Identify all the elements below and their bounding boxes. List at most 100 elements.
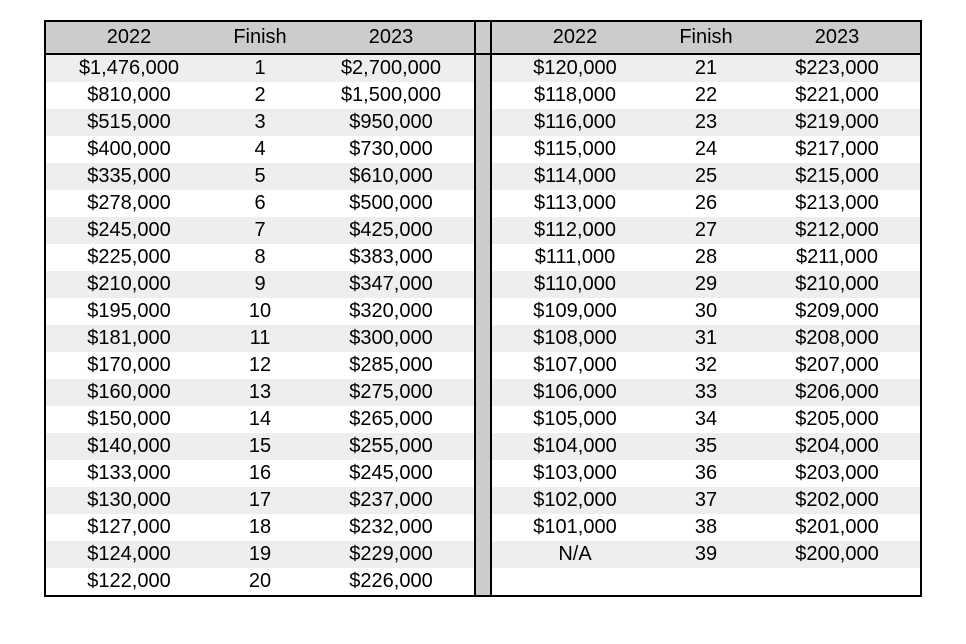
- table-header-row: 2022 Finish 2023 2022 Finish 2023: [46, 22, 920, 54]
- cell-right-2023: $223,000: [754, 54, 920, 82]
- cell-left-2022: $515,000: [46, 109, 212, 136]
- table-row: $810,0002$1,500,000$118,00022$221,000: [46, 82, 920, 109]
- cell-right-finish: 32: [658, 352, 754, 379]
- cell-right-finish: [658, 568, 754, 595]
- cell-left-2022: $335,000: [46, 163, 212, 190]
- cell-right-finish: 35: [658, 433, 754, 460]
- cell-right-2022: $112,000: [491, 217, 658, 244]
- cell-right-finish: 39: [658, 541, 754, 568]
- table-row: $278,0006$500,000$113,00026$213,000: [46, 190, 920, 217]
- table-row: $170,00012$285,000$107,00032$207,000: [46, 352, 920, 379]
- cell-right-2022: $101,000: [491, 514, 658, 541]
- cell-left-2023: $255,000: [308, 433, 475, 460]
- cell-right-2022: $116,000: [491, 109, 658, 136]
- cell-left-finish: 1: [212, 54, 308, 82]
- cell-right-2023: $209,000: [754, 298, 920, 325]
- cell-left-finish: 12: [212, 352, 308, 379]
- cell-left-2022: $140,000: [46, 433, 212, 460]
- cell-right-2023: $211,000: [754, 244, 920, 271]
- cell-left-2023: $383,000: [308, 244, 475, 271]
- cell-right-2022: $110,000: [491, 271, 658, 298]
- cell-left-2022: $127,000: [46, 514, 212, 541]
- cell-left-finish: 11: [212, 325, 308, 352]
- table-row: $335,0005$610,000$114,00025$215,000: [46, 163, 920, 190]
- cell-left-2022: $1,476,000: [46, 54, 212, 82]
- cell-right-2022: $102,000: [491, 487, 658, 514]
- cell-left-finish: 6: [212, 190, 308, 217]
- cell-left-finish: 3: [212, 109, 308, 136]
- table-row: $160,00013$275,000$106,00033$206,000: [46, 379, 920, 406]
- cell-right-2022: $108,000: [491, 325, 658, 352]
- table-row: $195,00010$320,000$109,00030$209,000: [46, 298, 920, 325]
- cell-separator: [475, 568, 491, 595]
- cell-left-2022: $195,000: [46, 298, 212, 325]
- cell-right-2022: $107,000: [491, 352, 658, 379]
- cell-left-2023: $245,000: [308, 460, 475, 487]
- table-row: $400,0004$730,000$115,00024$217,000: [46, 136, 920, 163]
- cell-separator: [475, 487, 491, 514]
- cell-left-2023: $2,700,000: [308, 54, 475, 82]
- cell-left-finish: 14: [212, 406, 308, 433]
- cell-right-2022: N/A: [491, 541, 658, 568]
- cell-left-2023: $229,000: [308, 541, 475, 568]
- cell-left-2022: $122,000: [46, 568, 212, 595]
- table-row: $1,476,0001$2,700,000$120,00021$223,000: [46, 54, 920, 82]
- cell-separator: [475, 325, 491, 352]
- table-row: $150,00014$265,000$105,00034$205,000: [46, 406, 920, 433]
- cell-left-2022: $181,000: [46, 325, 212, 352]
- table-row: $124,00019$229,000 N/A39$200,000: [46, 541, 920, 568]
- cell-left-2022: $160,000: [46, 379, 212, 406]
- table-row: $515,0003$950,000$116,00023$219,000: [46, 109, 920, 136]
- cell-left-2022: $400,000: [46, 136, 212, 163]
- cell-right-2023: $207,000: [754, 352, 920, 379]
- cell-right-2023: $206,000: [754, 379, 920, 406]
- cell-left-2023: $610,000: [308, 163, 475, 190]
- cell-left-2023: $265,000: [308, 406, 475, 433]
- header-right-2023: 2023: [754, 22, 920, 54]
- cell-right-2023: $200,000: [754, 541, 920, 568]
- cell-right-2023: $221,000: [754, 82, 920, 109]
- cell-left-finish: 16: [212, 460, 308, 487]
- cell-right-2022: $106,000: [491, 379, 658, 406]
- cell-right-2023: $212,000: [754, 217, 920, 244]
- cell-separator: [475, 271, 491, 298]
- cell-right-finish: 34: [658, 406, 754, 433]
- cell-right-finish: 31: [658, 325, 754, 352]
- cell-left-2022: $124,000: [46, 541, 212, 568]
- cell-left-2022: $225,000: [46, 244, 212, 271]
- header-right-2022: 2022: [491, 22, 658, 54]
- cell-left-finish: 2: [212, 82, 308, 109]
- cell-right-2023: $208,000: [754, 325, 920, 352]
- cell-left-2023: $275,000: [308, 379, 475, 406]
- cell-right-finish: 25: [658, 163, 754, 190]
- cell-left-2022: $170,000: [46, 352, 212, 379]
- cell-separator: [475, 163, 491, 190]
- cell-left-2023: $425,000: [308, 217, 475, 244]
- cell-separator: [475, 82, 491, 109]
- cell-left-finish: 15: [212, 433, 308, 460]
- cell-right-2023: $215,000: [754, 163, 920, 190]
- cell-left-finish: 17: [212, 487, 308, 514]
- cell-separator: [475, 190, 491, 217]
- cell-separator: [475, 54, 491, 82]
- cell-left-2023: $300,000: [308, 325, 475, 352]
- cell-left-finish: 9: [212, 271, 308, 298]
- cell-left-2023: $730,000: [308, 136, 475, 163]
- cell-left-2023: $226,000: [308, 568, 475, 595]
- cell-right-finish: 30: [658, 298, 754, 325]
- cell-left-finish: 5: [212, 163, 308, 190]
- cell-right-2022: $104,000: [491, 433, 658, 460]
- cell-right-2023: $204,000: [754, 433, 920, 460]
- cell-right-finish: 38: [658, 514, 754, 541]
- table-row: $130,00017$237,000$102,00037$202,000: [46, 487, 920, 514]
- cell-left-finish: 19: [212, 541, 308, 568]
- cell-left-2022: $245,000: [46, 217, 212, 244]
- cell-separator: [475, 298, 491, 325]
- cell-separator: [475, 244, 491, 271]
- cell-left-2023: $232,000: [308, 514, 475, 541]
- table-row: $133,00016$245,000$103,00036$203,000: [46, 460, 920, 487]
- cell-right-finish: 26: [658, 190, 754, 217]
- header-right-finish: Finish: [658, 22, 754, 54]
- cell-right-finish: 36: [658, 460, 754, 487]
- payout-table-container: 2022 Finish 2023 2022 Finish 2023 $1,476…: [44, 20, 922, 597]
